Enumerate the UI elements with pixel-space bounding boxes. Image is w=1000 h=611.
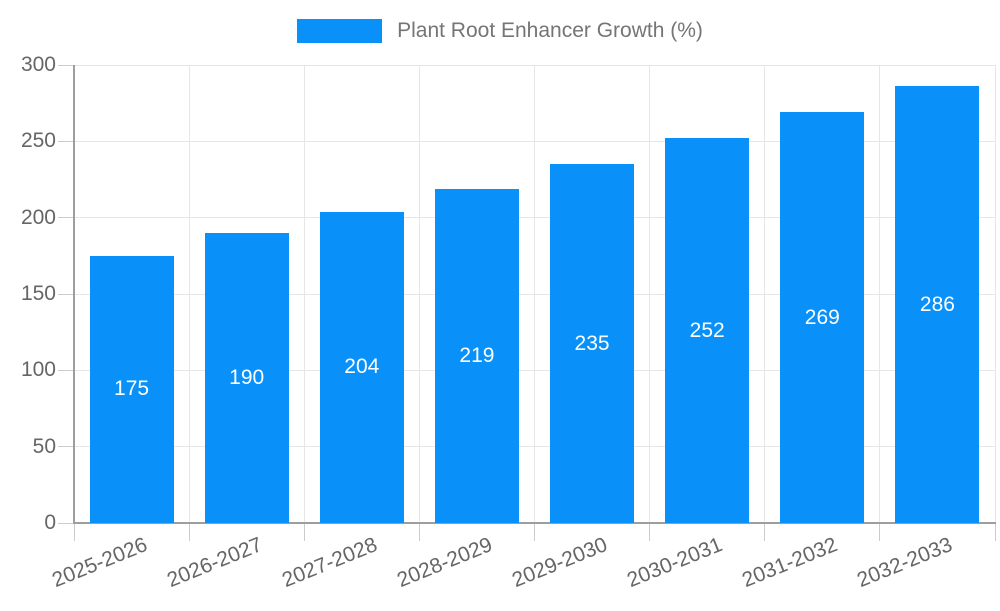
y-tick-mark	[58, 446, 74, 448]
y-tick-mark	[58, 64, 74, 66]
bar	[780, 112, 865, 523]
y-tick-mark	[58, 369, 74, 371]
x-axis-line	[73, 522, 996, 524]
x-gridline	[303, 65, 305, 523]
bar-value-label: 252	[689, 318, 725, 342]
bar	[319, 211, 404, 523]
x-tick-mark	[418, 523, 420, 541]
bar	[89, 255, 174, 523]
bar-value-label: 235	[574, 331, 610, 355]
y-axis-line	[73, 65, 75, 523]
bar	[665, 138, 750, 523]
x-gridline	[188, 65, 190, 523]
x-tick-mark	[879, 523, 881, 541]
bar-value-label: 190	[229, 365, 265, 389]
x-tick-mark	[994, 523, 996, 541]
bar	[434, 188, 519, 523]
x-gridline	[879, 65, 881, 523]
bar-value-label: 286	[919, 292, 955, 316]
x-gridline	[534, 65, 535, 523]
bar	[550, 164, 635, 523]
x-gridline	[994, 65, 996, 523]
y-axis-tick-label: 300	[20, 53, 56, 76]
legend-swatch	[297, 19, 383, 43]
y-tick-mark	[58, 293, 74, 295]
x-gridline	[418, 65, 420, 523]
y-axis-tick-label: 250	[20, 129, 56, 153]
y-axis-tick-label: 100	[20, 358, 56, 382]
bar	[204, 232, 289, 523]
y-tick-mark	[58, 140, 74, 142]
x-tick-mark	[73, 523, 75, 541]
x-tick-mark	[534, 523, 535, 541]
x-gridline	[649, 65, 651, 523]
x-gridline	[764, 65, 766, 523]
legend: Plant Root Enhancer Growth (%)	[0, 18, 1000, 44]
y-axis-tick-label: 0	[44, 511, 56, 534]
y-axis-tick-label: 150	[20, 282, 56, 305]
bar	[895, 86, 980, 523]
x-tick-mark	[303, 523, 305, 541]
bar-value-label: 219	[459, 343, 495, 367]
y-axis-tick-label: 200	[20, 205, 56, 229]
bar-value-label: 204	[344, 355, 380, 379]
y-axis-tick-label: 50	[32, 434, 56, 458]
y-tick-mark	[58, 217, 74, 219]
x-tick-mark	[649, 523, 651, 541]
legend-label: Plant Root Enhancer Growth (%)	[397, 19, 703, 42]
bar-value-label: 269	[804, 305, 840, 329]
x-tick-mark	[188, 523, 190, 541]
y-tick-mark	[58, 522, 74, 524]
bar-value-label: 175	[114, 377, 150, 401]
x-tick-mark	[764, 523, 766, 541]
